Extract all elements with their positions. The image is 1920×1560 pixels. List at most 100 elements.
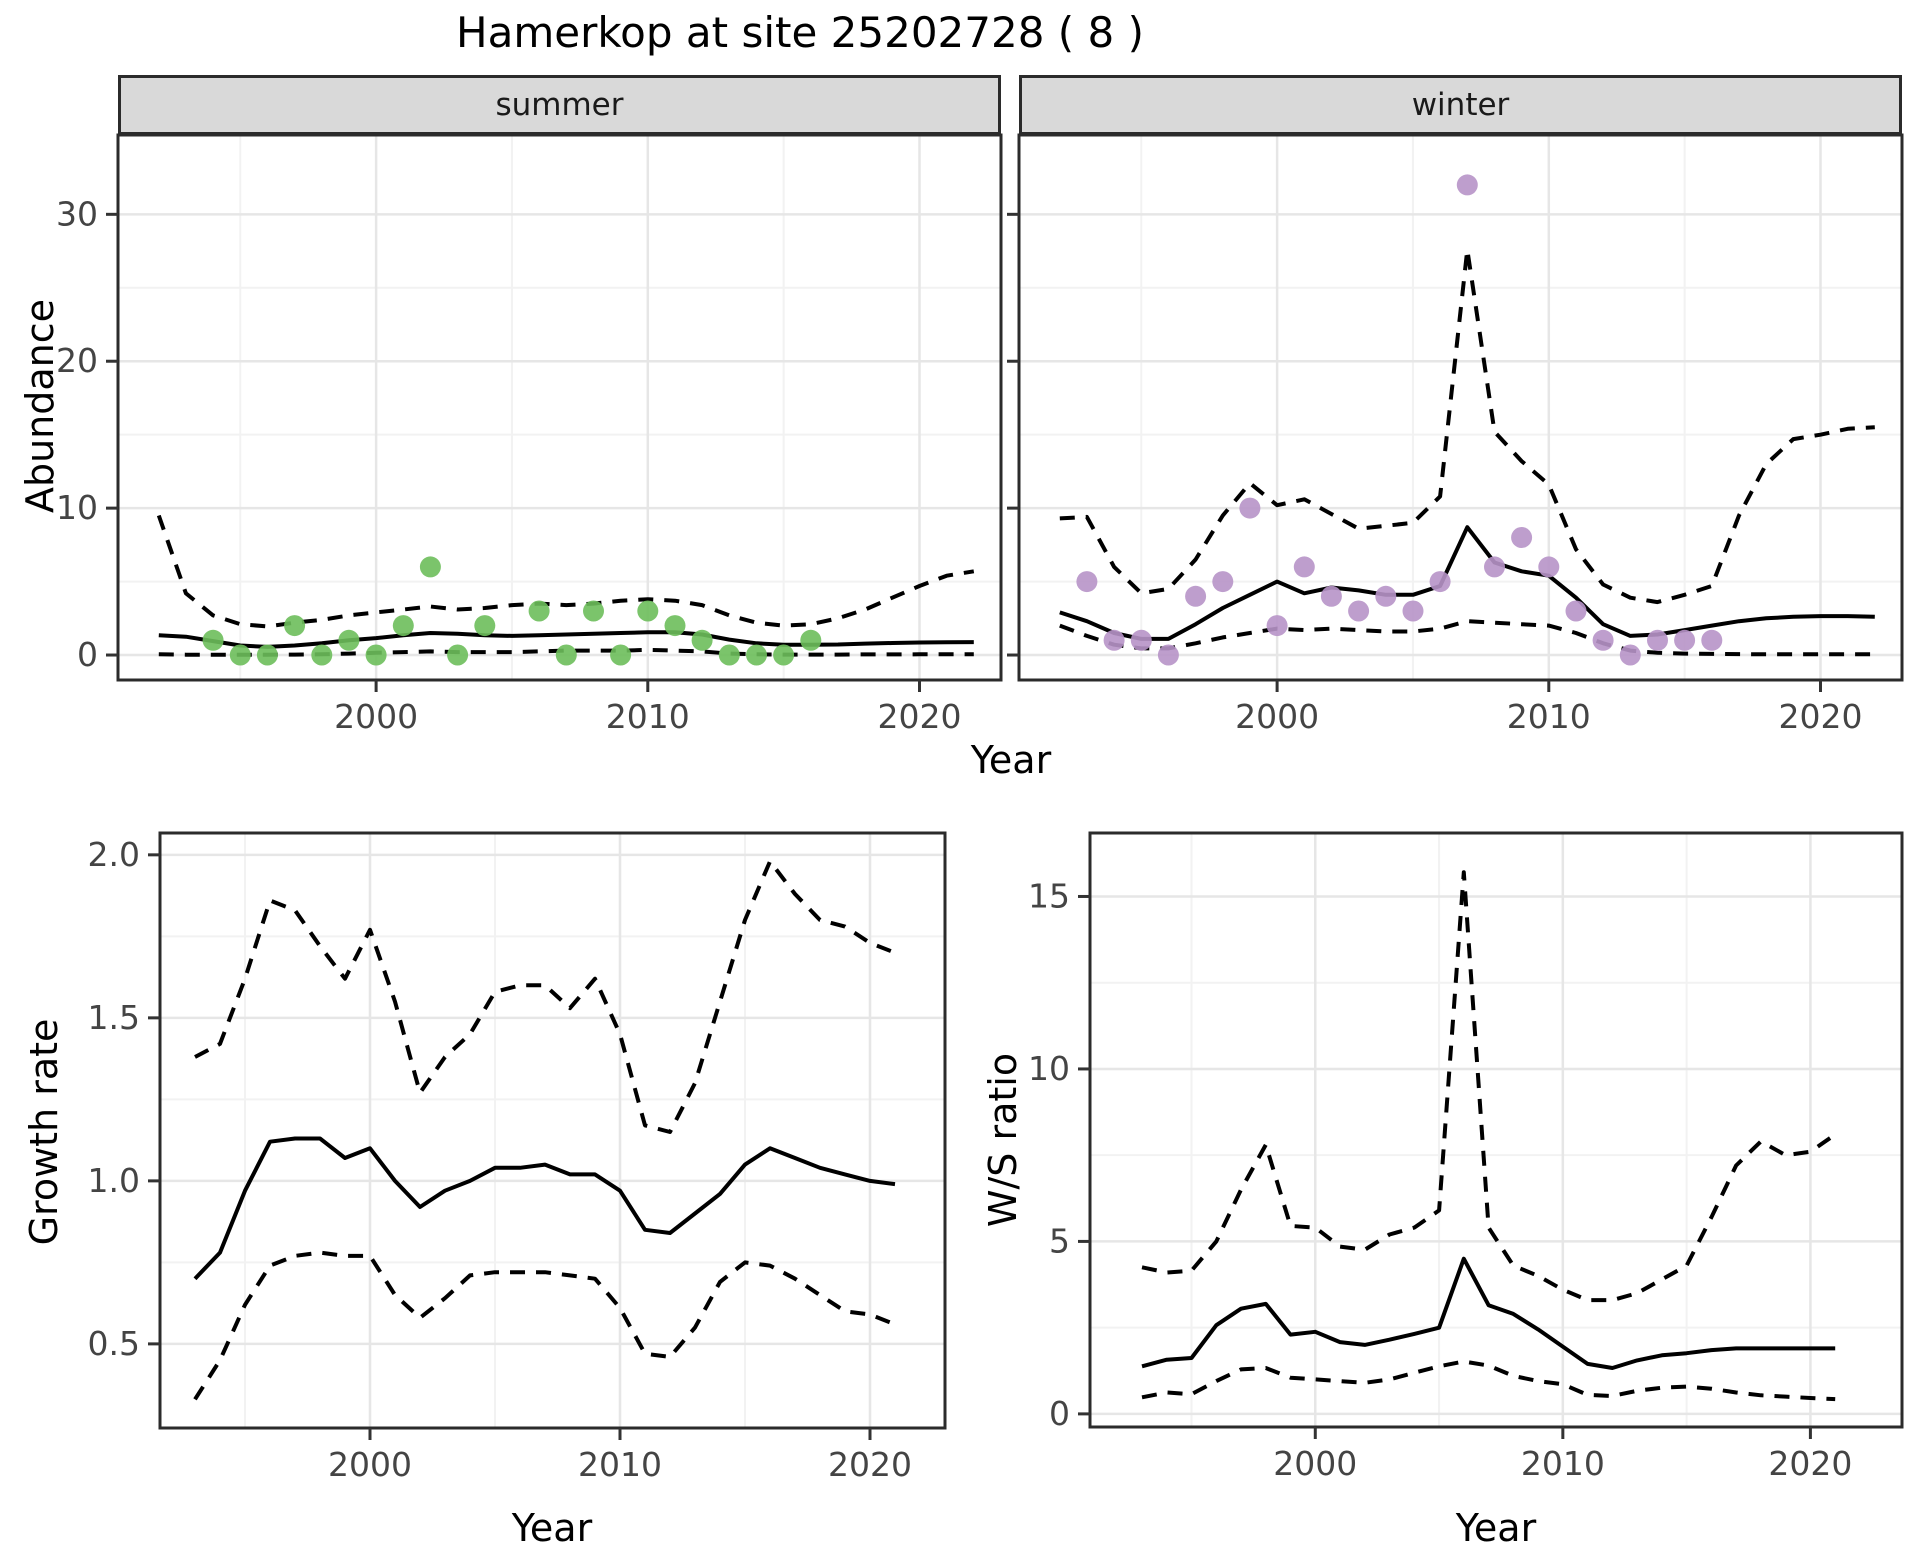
summer-abundance-point <box>583 600 604 622</box>
summer-abundance-point <box>311 644 333 666</box>
growth-rate-grid-minor <box>160 833 945 1428</box>
facet-strip-winter: winter <box>1019 75 1902 135</box>
facet-strip-summer: summer <box>118 75 1001 135</box>
ws-ratio-x-axis: 2000 2010 2020 <box>1273 1427 1852 1483</box>
growth-rate-panel-bg <box>160 833 945 1428</box>
summer-abundance-y-tick-label: 30 <box>56 194 98 233</box>
summer-abundance-x-axis: 2000 2010 2020 <box>334 680 961 736</box>
summer-abundance-y-tick-label: 20 <box>56 341 98 380</box>
summer-abundance-point <box>284 615 306 637</box>
ws-ratio-panel-border <box>1088 831 1904 1429</box>
summer-abundance-x-tick-label: 2020 <box>878 697 962 736</box>
summer-abundance-point <box>773 644 795 666</box>
winter-abundance-point <box>1701 629 1723 651</box>
winter-abundance-point <box>1157 644 1179 666</box>
winter-abundance-observation-points <box>1076 174 1723 666</box>
summer-abundance-point <box>256 644 278 666</box>
winter-abundance-point <box>1293 556 1315 578</box>
summer-abundance-point <box>447 644 469 666</box>
growth-rate-upper_ci-line <box>194 859 896 1134</box>
y-axis-title-growth-rate: Growth rate <box>22 1018 66 1246</box>
winter-abundance-panel-bg <box>1019 135 1902 680</box>
summer-abundance-median-line <box>158 630 974 649</box>
x-axis-title-year-ws: Year <box>1455 1506 1537 1550</box>
winter-abundance-point <box>1076 571 1098 593</box>
x-axis-title-year-growth: Year <box>511 1506 593 1550</box>
growth-rate-y-tick-label: 0.5 <box>88 1324 140 1363</box>
winter-abundance-point <box>1538 556 1560 578</box>
growth-rate-y-axis: 0.5 1.0 1.5 2.0 <box>88 835 160 1363</box>
summer-abundance-point <box>338 629 360 651</box>
summer-abundance-panel: 2000 2010 2020 0 10 20 30 <box>56 133 1003 736</box>
winter-abundance-point <box>1402 600 1424 622</box>
summer-abundance-grid-minor <box>118 135 1001 680</box>
growth-rate-x-tick-label: 2020 <box>828 1445 912 1484</box>
winter-abundance-median-line <box>1059 525 1875 641</box>
summer-abundance-point <box>664 615 686 637</box>
growth-rate-panel: 2000 2010 2020 0.5 1.0 1.5 2.0 <box>88 831 947 1484</box>
growth-rate-panel-border <box>158 831 947 1430</box>
summer-abundance-upper_ci-line <box>156 514 975 629</box>
summer-abundance-point <box>419 556 441 578</box>
ws-ratio-y-tick-label: 10 <box>1028 1049 1070 1088</box>
winter-abundance-point <box>1619 644 1641 666</box>
ws-ratio-y-tick-label: 15 <box>1028 876 1070 915</box>
summer-abundance-point <box>229 644 251 666</box>
winter-abundance-point <box>1212 571 1234 593</box>
ws-ratio-median-line <box>1141 1256 1836 1370</box>
winter-abundance-x-tick-label: 2010 <box>1507 697 1591 736</box>
ws-ratio-y-tick-label: 0 <box>1049 1394 1070 1433</box>
growth-rate-y-tick-label: 2.0 <box>88 835 140 874</box>
winter-abundance-point <box>1375 585 1397 607</box>
winter-abundance-point <box>1592 629 1614 651</box>
summer-abundance-y-tick-label: 0 <box>77 635 98 674</box>
winter-abundance-x-tick-label: 2000 <box>1235 697 1319 736</box>
winter-abundance-point <box>1185 585 1207 607</box>
growth-rate-x-tick-label: 2010 <box>578 1445 662 1484</box>
ws-ratio-grid-major <box>1090 833 1902 1427</box>
ws-ratio-panel-bg <box>1090 833 1902 1427</box>
facet-strip-summer-label: summer <box>495 87 624 123</box>
summer-abundance-point <box>202 629 224 651</box>
winter-abundance-point <box>1456 174 1478 196</box>
winter-abundance-lower_ci-line <box>1059 619 1875 657</box>
summer-abundance-panel-border <box>116 133 1003 682</box>
winter-abundance-grid-minor <box>1019 135 1902 680</box>
winter-abundance-point <box>1565 600 1587 622</box>
summer-abundance-y-tick-label: 10 <box>56 488 98 527</box>
ws-ratio-panel: 2000 2010 2020 0 5 10 15 <box>1028 831 1904 1483</box>
summer-abundance-panel-bg <box>118 135 1001 680</box>
summer-abundance-point <box>746 644 767 666</box>
chart-title: Hamerkop at site 25202728 ( 8 ) <box>456 8 1144 57</box>
winter-abundance-upper_ci-line <box>1059 247 1875 605</box>
ws-ratio-grid-minor <box>1090 833 1902 1427</box>
growth-rate-x-tick-label: 2000 <box>328 1445 412 1484</box>
summer-abundance-point <box>528 600 550 622</box>
winter-abundance-point <box>1511 527 1533 548</box>
summer-abundance-point <box>691 629 713 651</box>
winter-abundance-point <box>1130 629 1152 651</box>
winter-abundance-panel-border <box>1017 133 1904 682</box>
winter-abundance-x-axis: 2000 2010 2020 <box>1235 680 1862 736</box>
growth-rate-y-tick-label: 1.5 <box>88 998 140 1037</box>
summer-abundance-point <box>474 615 496 637</box>
winter-abundance-point <box>1429 571 1451 593</box>
winter-abundance-point <box>1484 556 1505 578</box>
facet-strip-winter-label: winter <box>1411 87 1510 123</box>
ws-ratio-y-tick-label: 5 <box>1049 1221 1070 1260</box>
summer-abundance-lower_ci-line <box>158 647 974 657</box>
winter-abundance-x-tick-label: 2020 <box>1779 697 1863 736</box>
y-axis-title-abundance: Abundance <box>18 298 62 514</box>
summer-abundance-x-tick-label: 2000 <box>334 697 418 736</box>
growth-rate-y-tick-label: 1.0 <box>88 1161 140 1200</box>
winter-abundance-point <box>1674 629 1696 651</box>
summer-abundance-y-axis: 0 10 20 30 <box>56 194 118 674</box>
growth-rate-lower_ci-line <box>193 1250 896 1401</box>
growth-rate-median-line <box>193 1136 896 1281</box>
ws-ratio-x-tick-label: 2020 <box>1768 1444 1852 1483</box>
ws-ratio-y-axis: 0 5 10 15 <box>1028 876 1090 1433</box>
growth-rate-grid-major <box>160 833 945 1428</box>
summer-abundance-point <box>365 644 387 666</box>
